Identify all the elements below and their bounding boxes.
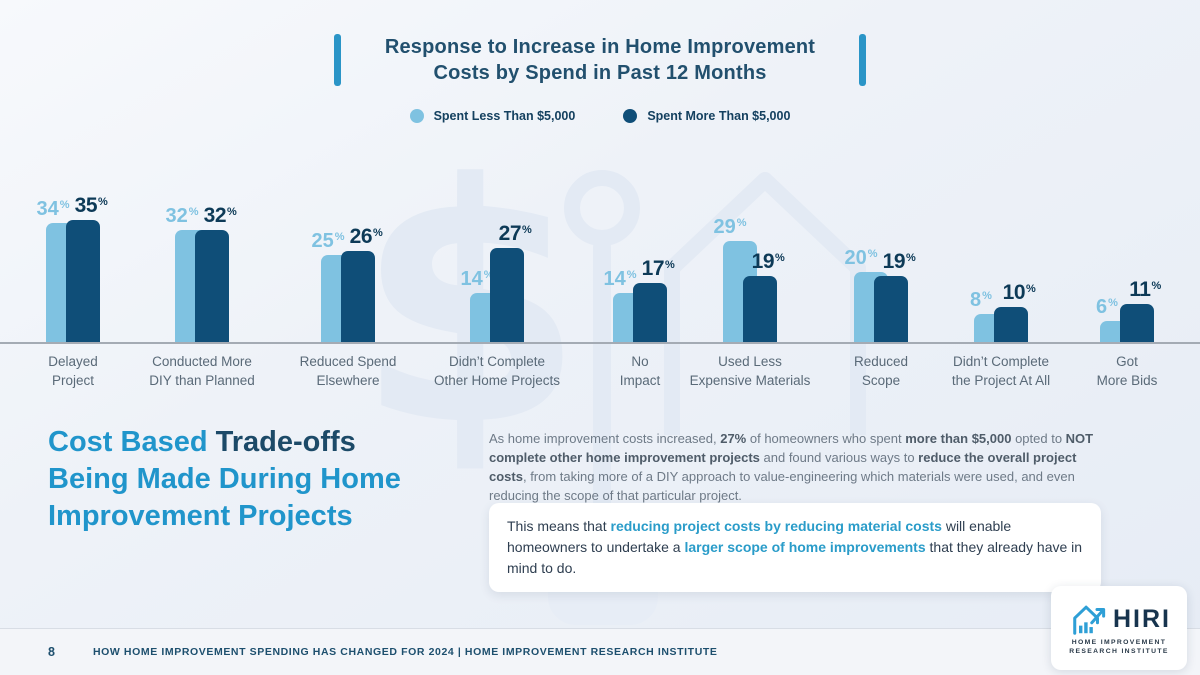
legend-item-spent-less: Spent Less Than $5,000: [409, 109, 576, 123]
value-label-spent-less: 14%: [603, 268, 637, 290]
value-label-spent-less: 6%: [1096, 296, 1118, 318]
value-label-spent-more: 35%: [74, 193, 108, 217]
callout-box: This means that reducing project costs b…: [489, 503, 1101, 592]
footer: 8 HOW HOME IMPROVEMENT SPENDING HAS CHAN…: [0, 628, 1200, 675]
bar-wrap-dark: 17%: [633, 258, 675, 342]
bar-group: 34% 35% Delayed Project: [7, 150, 139, 395]
value-label-spent-more: 19%: [751, 249, 785, 273]
legend-dot: [623, 109, 638, 123]
bar-spent-more: [341, 251, 375, 342]
logo-row: HIRI: [1067, 601, 1171, 637]
bar-wrap-dark: 19%: [874, 251, 916, 342]
footer-title: HOW HOME IMPROVEMENT SPENDING HAS CHANGE…: [92, 646, 718, 658]
chart-header: Response to Increase in Home Improvement…: [0, 34, 1200, 87]
value-label-spent-less: 20%: [844, 247, 878, 269]
analysis-paragraph: As home improvement costs increased, 27%…: [489, 431, 1094, 504]
hiri-logo-card: HIRI HOME IMPROVEMENT RESEARCH INSTITUTE: [1051, 586, 1187, 670]
value-label-spent-more: 32%: [203, 204, 237, 227]
category-label: Delayed Project: [48, 354, 98, 389]
bar-wrap-dark: 26%: [341, 226, 383, 342]
hiri-house-icon: [1073, 605, 1106, 635]
bar-pair: 29% 19%: [684, 215, 816, 342]
section-heading-line: Cost Based Trade-offs: [48, 426, 356, 458]
bar-group: 8% 10% Didn’t Complete the Project At All: [935, 150, 1067, 395]
page-number: 8: [48, 645, 55, 659]
bar-pair: 6% 11%: [1061, 279, 1193, 342]
bar-pair: 25% 26%: [282, 226, 414, 342]
category-label: Didn’t Complete Other Home Projects: [433, 354, 561, 389]
value-label-spent-less: 34%: [36, 198, 70, 220]
legend-item-spent-more: Spent More Than $5,000: [623, 109, 790, 123]
bar-wrap-dark: 11%: [1120, 279, 1161, 342]
bar-group: 14% 27% Didn’t Complete Other Home Projects: [431, 150, 563, 395]
bar-spent-more: [743, 275, 777, 342]
value-label-spent-less: 8%: [970, 289, 992, 311]
category-label: Conducted More DIY than Planned: [149, 354, 255, 389]
bar-pair: 20% 19%: [815, 248, 947, 342]
bar-spent-more: [195, 230, 229, 342]
bar-wrap-dark: 27%: [490, 223, 532, 342]
category-label: Reduced Spend Elsewhere: [299, 354, 397, 389]
bar-pair: 14% 27%: [431, 223, 563, 342]
logo-subline-1: HOME IMPROVEMENT: [1071, 639, 1167, 646]
legend-label: Spent Less Than $5,000: [433, 109, 576, 123]
bar-spent-more: [994, 307, 1028, 342]
accent-bar-right: [859, 34, 867, 87]
bar-wrap-dark: 32%: [195, 205, 237, 342]
section-heading-line: Being Made During Home: [48, 462, 401, 495]
bar-group: 25% 26% Reduced Spend Elsewhere: [282, 150, 414, 395]
accent-bar-left: [333, 34, 341, 87]
chart-baseline: [0, 342, 1200, 344]
chart-title: Response to Increase in Home Improvement…: [385, 34, 815, 87]
bar-spent-more: [66, 219, 100, 342]
category-label: Used Less Expensive Materials: [689, 354, 811, 389]
category-label: Reduced Scope: [853, 354, 909, 389]
chart-legend: Spent Less Than $5,000 Spent More Than $5…: [0, 109, 1200, 123]
legend-label: Spent More Than $5,000: [647, 109, 791, 123]
value-label-spent-less: 32%: [165, 205, 199, 227]
callout-text: This means that reducing project costs b…: [507, 518, 1083, 576]
bar-group: 6% 11% Got More Bids: [1061, 150, 1193, 395]
value-label-spent-less: 29%: [713, 215, 747, 238]
bar-spent-more: [1120, 303, 1154, 342]
bar-group: 32% 32% Conducted More DIY than Planned: [136, 150, 268, 395]
bar-wrap-dark: 35%: [66, 195, 108, 342]
value-label-spent-less: 25%: [311, 229, 345, 252]
logo-subline-2: RESEARCH INSTITUTE: [1069, 648, 1169, 655]
value-label-spent-more: 11%: [1129, 277, 1161, 301]
bar-chart: 34% 35% Delayed Project 32% 32% Conducted More…: [0, 150, 1200, 395]
logo-text: HIRI: [1113, 604, 1171, 633]
section-heading: Cost Based Trade-offs Being Made During H…: [48, 424, 488, 534]
bar-spent-more: [874, 275, 908, 342]
category-label: No Impact: [619, 354, 661, 389]
chart-title-line1: Response to Increase in Home Improvement: [384, 36, 816, 58]
bar-pair: 8% 10%: [935, 282, 1067, 342]
value-label-spent-more: 27%: [498, 221, 532, 245]
bar-pair: 32% 32%: [136, 205, 268, 342]
value-label-spent-more: 19%: [882, 249, 916, 273]
chart-title-line2: Costs by Spend in Past 12 Months: [433, 62, 767, 85]
category-label: Didn’t Complete the Project At All: [951, 354, 1051, 389]
bar-wrap-dark: 10%: [994, 282, 1036, 342]
value-label-spent-more: 17%: [641, 256, 675, 280]
bar-group: 20% 19% Reduced Scope: [815, 150, 947, 395]
section-heading-line: Improvement Projects: [48, 499, 353, 532]
bar-spent-more: [633, 282, 667, 342]
category-label: Got More Bids: [1096, 354, 1158, 389]
bar-wrap-dark: 19%: [743, 251, 785, 342]
key-stem-watermark: [593, 238, 611, 568]
bar-pair: 14% 17%: [574, 258, 706, 342]
bar-spent-more: [490, 247, 524, 342]
legend-dot: [409, 109, 424, 123]
value-label-spent-more: 10%: [1002, 281, 1036, 304]
bar-group: 14% 17% No Impact: [574, 150, 706, 395]
bar-group: 29% 19% Used Less Expensive Materials: [684, 150, 816, 395]
value-label-spent-less: 14%: [460, 268, 494, 290]
bar-pair: 34% 35%: [7, 195, 139, 342]
value-label-spent-more: 26%: [349, 225, 383, 248]
